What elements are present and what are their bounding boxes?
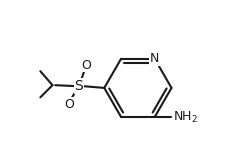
Text: NH$_2$: NH$_2$ xyxy=(172,109,197,125)
Text: O: O xyxy=(64,98,74,111)
Text: S: S xyxy=(74,79,83,93)
Text: O: O xyxy=(81,59,91,72)
Text: N: N xyxy=(150,52,159,65)
